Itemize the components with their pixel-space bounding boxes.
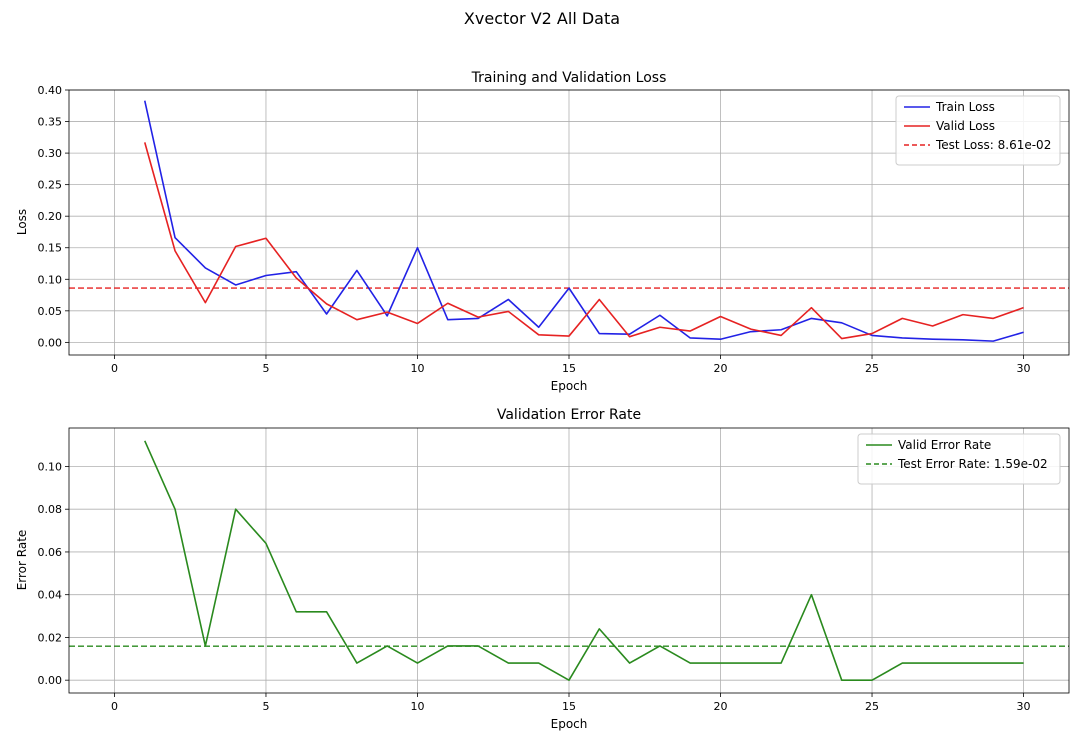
error-rate-xtick-label: 25	[865, 700, 879, 713]
error-rate-plot-title: Validation Error Rate	[497, 407, 641, 423]
loss-xtick-label: 25	[865, 362, 879, 375]
loss-ytick-label: 0.05	[38, 305, 63, 318]
loss-ytick-label: 0.35	[38, 116, 63, 129]
error-rate-xtick-label: 5	[262, 700, 269, 713]
error-rate-xtick-label: 30	[1017, 700, 1031, 713]
loss-legend: Train Loss Valid Loss Test Loss: 8.61e-02	[895, 95, 1061, 166]
loss-plot: Training and Validation Loss Epoch Loss …	[15, 70, 1070, 393]
loss-ytick-label: 0.30	[38, 147, 63, 160]
figure-suptitle: Xvector V2 All Data	[464, 9, 620, 28]
error-rate-plot-xlabel: Epoch	[551, 717, 588, 731]
error-rate-legend: Valid Error Rate Test Error Rate: 1.59e-0…	[857, 433, 1061, 485]
error-rate-legend-label: Test Error Rate: 1.59e-02	[897, 457, 1048, 471]
loss-ytick-label: 0.10	[38, 273, 63, 286]
loss-legend-label: Train Loss	[935, 100, 995, 114]
error-rate-legend-label: Valid Error Rate	[898, 438, 991, 452]
error-rate-series-1-line	[144, 440, 1024, 681]
loss-series-1-line	[143, 100, 1024, 342]
error-rate-xtick-label: 10	[410, 700, 424, 713]
loss-plot-ylabel: Loss	[15, 209, 29, 235]
loss-xtick-label: 20	[714, 362, 728, 375]
loss-ytick-label: 0.00	[38, 336, 63, 349]
loss-ytick-label: 0.15	[38, 242, 63, 255]
loss-ytick-label: 0.20	[38, 210, 63, 223]
error-rate-xtick-label: 20	[714, 700, 728, 713]
loss-xtick-label: 15	[562, 362, 576, 375]
error-rate-xtick-label: 0	[111, 700, 118, 713]
error-rate-plot: Validation Error Rate Epoch Error Rate 0…	[15, 407, 1070, 731]
error-rate-xtick-label: 15	[562, 700, 576, 713]
error-rate-ytick-label: 0.00	[38, 674, 63, 687]
loss-xtick-label: 5	[262, 362, 269, 375]
error-rate-plot-ylabel: Error Rate	[15, 530, 29, 591]
loss-legend-box	[895, 95, 1061, 166]
loss-series-2-line	[143, 142, 1024, 340]
loss-plot-xlabel: Epoch	[551, 379, 588, 393]
error-rate-ytick-label: 0.04	[38, 589, 63, 602]
loss-xtick-label: 0	[111, 362, 118, 375]
loss-axes-frame	[68, 89, 1070, 356]
error-rate-ytick-label: 0.06	[38, 546, 63, 559]
error-rate-ytick-label: 0.02	[38, 631, 63, 644]
loss-plot-title: Training and Validation Loss	[471, 70, 667, 86]
loss-ytick-label: 0.40	[38, 84, 63, 97]
error-rate-legend-box	[857, 433, 1061, 485]
loss-xtick-label: 10	[410, 362, 424, 375]
error-rate-ytick-label: 0.10	[38, 460, 63, 473]
error-rate-axes-frame	[68, 427, 1070, 694]
loss-xtick-label: 30	[1017, 362, 1031, 375]
loss-legend-label: Test Loss: 8.61e-02	[935, 138, 1051, 152]
loss-legend-label: Valid Loss	[936, 119, 995, 133]
error-rate-ytick-label: 0.08	[38, 503, 63, 516]
loss-ytick-label: 0.25	[38, 179, 63, 192]
